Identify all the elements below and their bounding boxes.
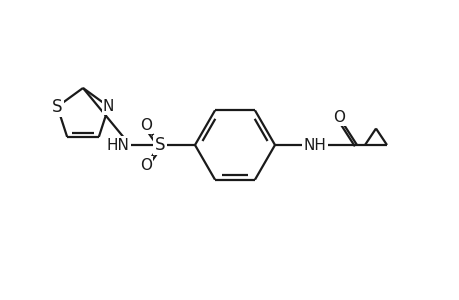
Text: O: O [332, 110, 344, 124]
Text: S: S [52, 98, 62, 116]
Text: O: O [140, 158, 151, 172]
Text: S: S [154, 136, 165, 154]
Text: O: O [140, 118, 151, 133]
Text: N: N [103, 99, 114, 114]
Text: HN: HN [106, 137, 129, 152]
Text: NH: NH [303, 137, 326, 152]
